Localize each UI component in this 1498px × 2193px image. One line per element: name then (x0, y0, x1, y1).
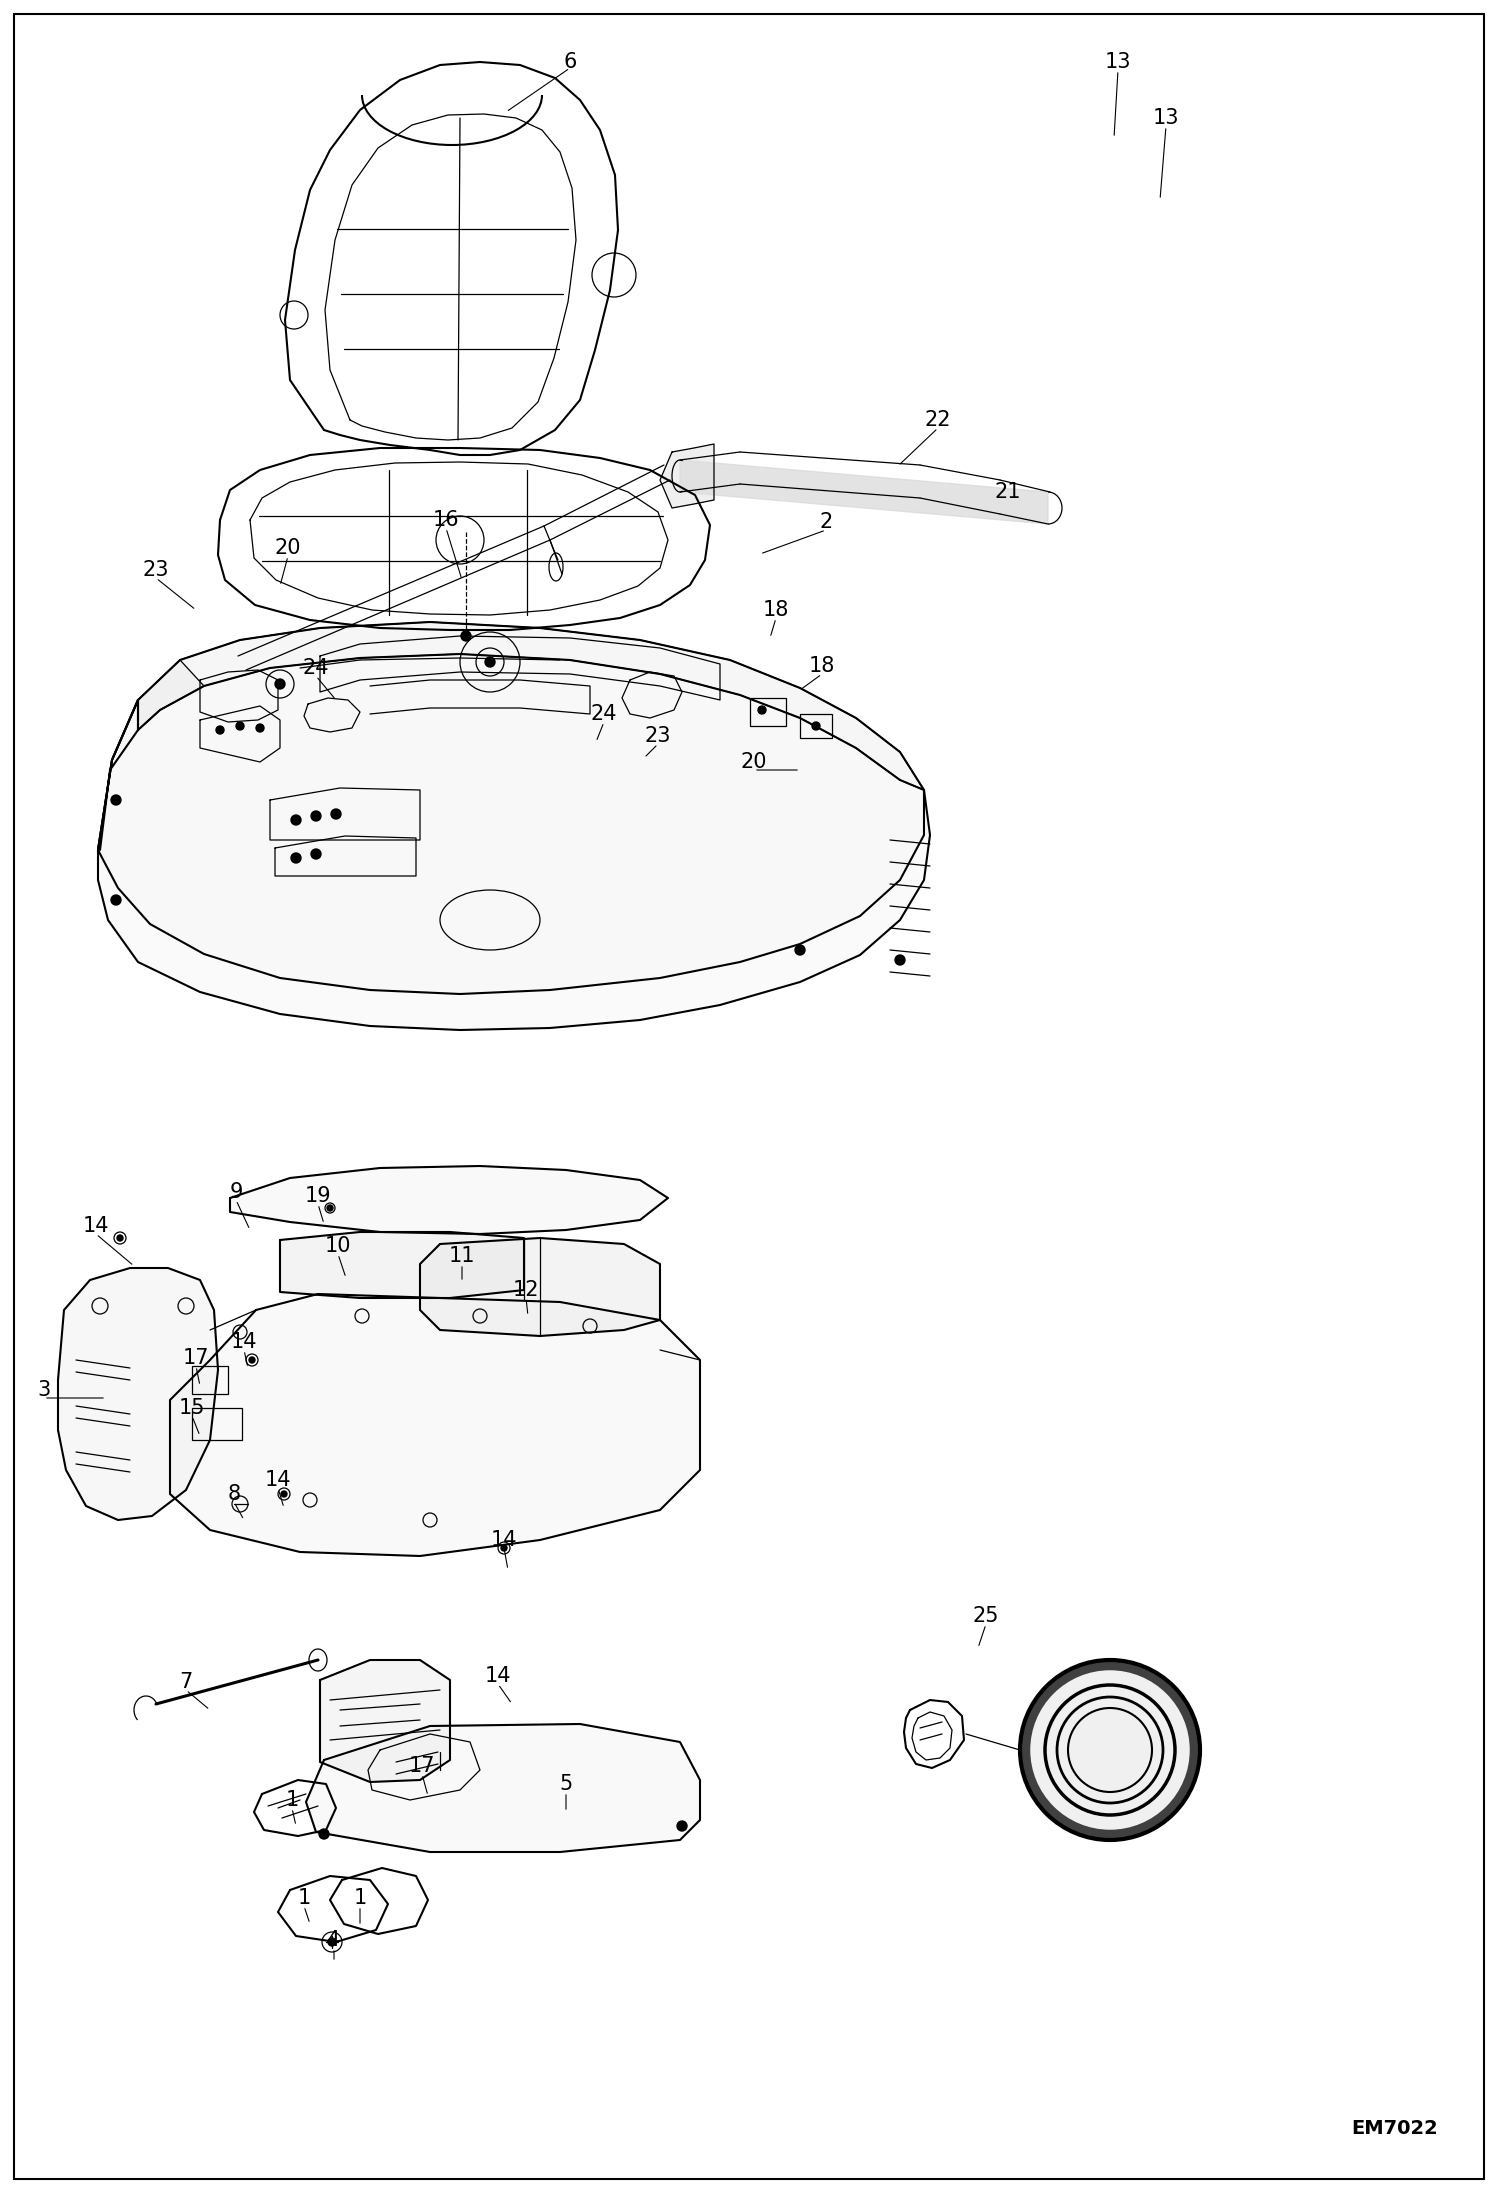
Circle shape (111, 796, 121, 805)
Polygon shape (138, 623, 924, 789)
Text: 19: 19 (304, 1186, 331, 1206)
Polygon shape (680, 461, 1049, 524)
Text: 6: 6 (563, 53, 577, 72)
Polygon shape (138, 660, 204, 730)
Circle shape (461, 632, 470, 640)
Text: 4: 4 (328, 1930, 340, 1950)
Circle shape (319, 1829, 330, 1840)
Text: 7: 7 (180, 1671, 193, 1693)
Text: 13: 13 (1153, 107, 1179, 127)
Circle shape (500, 1546, 506, 1550)
Text: 23: 23 (142, 559, 169, 579)
Text: 14: 14 (82, 1215, 109, 1237)
Text: 17: 17 (183, 1349, 210, 1368)
Polygon shape (97, 654, 924, 993)
Text: 10: 10 (325, 1237, 351, 1257)
Circle shape (249, 1357, 255, 1364)
Circle shape (256, 724, 264, 732)
Circle shape (328, 1939, 336, 1945)
Bar (192, 1366, 228, 1395)
Circle shape (291, 816, 301, 825)
Circle shape (1020, 1660, 1200, 1840)
Text: 16: 16 (433, 511, 460, 531)
Circle shape (812, 721, 819, 730)
Text: 3: 3 (37, 1379, 51, 1399)
Text: 9: 9 (229, 1182, 243, 1202)
Text: 11: 11 (449, 1246, 475, 1265)
Text: 23: 23 (644, 726, 671, 746)
Polygon shape (169, 1294, 700, 1557)
Bar (192, 1408, 243, 1441)
Text: 25: 25 (972, 1605, 999, 1625)
Polygon shape (306, 1724, 700, 1853)
Circle shape (111, 895, 121, 906)
Circle shape (485, 658, 494, 667)
Bar (800, 715, 831, 739)
Circle shape (237, 721, 244, 730)
Polygon shape (58, 1268, 219, 1520)
Text: 18: 18 (762, 601, 789, 621)
Bar (750, 697, 786, 726)
Text: 12: 12 (512, 1281, 539, 1300)
Text: 8: 8 (228, 1485, 241, 1504)
Text: 2: 2 (819, 511, 833, 533)
Text: 21: 21 (995, 482, 1022, 502)
Text: 14: 14 (491, 1531, 517, 1550)
Text: 14: 14 (485, 1667, 511, 1686)
Polygon shape (97, 623, 930, 1031)
Circle shape (1032, 1671, 1188, 1829)
Text: 22: 22 (924, 410, 951, 430)
Circle shape (276, 680, 285, 689)
Text: 20: 20 (274, 537, 301, 557)
Circle shape (312, 811, 321, 820)
Text: 1: 1 (286, 1789, 298, 1809)
Circle shape (312, 849, 321, 860)
Text: EM7022: EM7022 (1351, 2118, 1438, 2138)
Circle shape (894, 954, 905, 965)
Polygon shape (280, 1232, 524, 1298)
Polygon shape (419, 1239, 661, 1336)
Polygon shape (661, 443, 715, 509)
Polygon shape (231, 1167, 668, 1235)
Circle shape (677, 1820, 688, 1831)
Text: 18: 18 (809, 656, 836, 675)
Circle shape (216, 726, 225, 735)
Text: 14: 14 (265, 1469, 291, 1489)
Circle shape (327, 1204, 333, 1211)
Circle shape (291, 853, 301, 864)
Text: 20: 20 (740, 752, 767, 772)
Circle shape (331, 809, 342, 818)
Circle shape (758, 706, 765, 715)
Text: 17: 17 (409, 1757, 436, 1776)
Text: 5: 5 (559, 1774, 572, 1794)
Circle shape (117, 1235, 123, 1241)
Text: 24: 24 (303, 658, 330, 678)
Text: 1: 1 (354, 1888, 367, 1908)
Circle shape (795, 945, 804, 954)
Text: 1: 1 (298, 1888, 310, 1908)
Polygon shape (321, 1660, 449, 1783)
Text: 14: 14 (231, 1331, 258, 1353)
Text: 15: 15 (178, 1397, 205, 1419)
Text: 24: 24 (590, 704, 617, 724)
Text: 13: 13 (1104, 53, 1131, 72)
Circle shape (282, 1491, 288, 1498)
